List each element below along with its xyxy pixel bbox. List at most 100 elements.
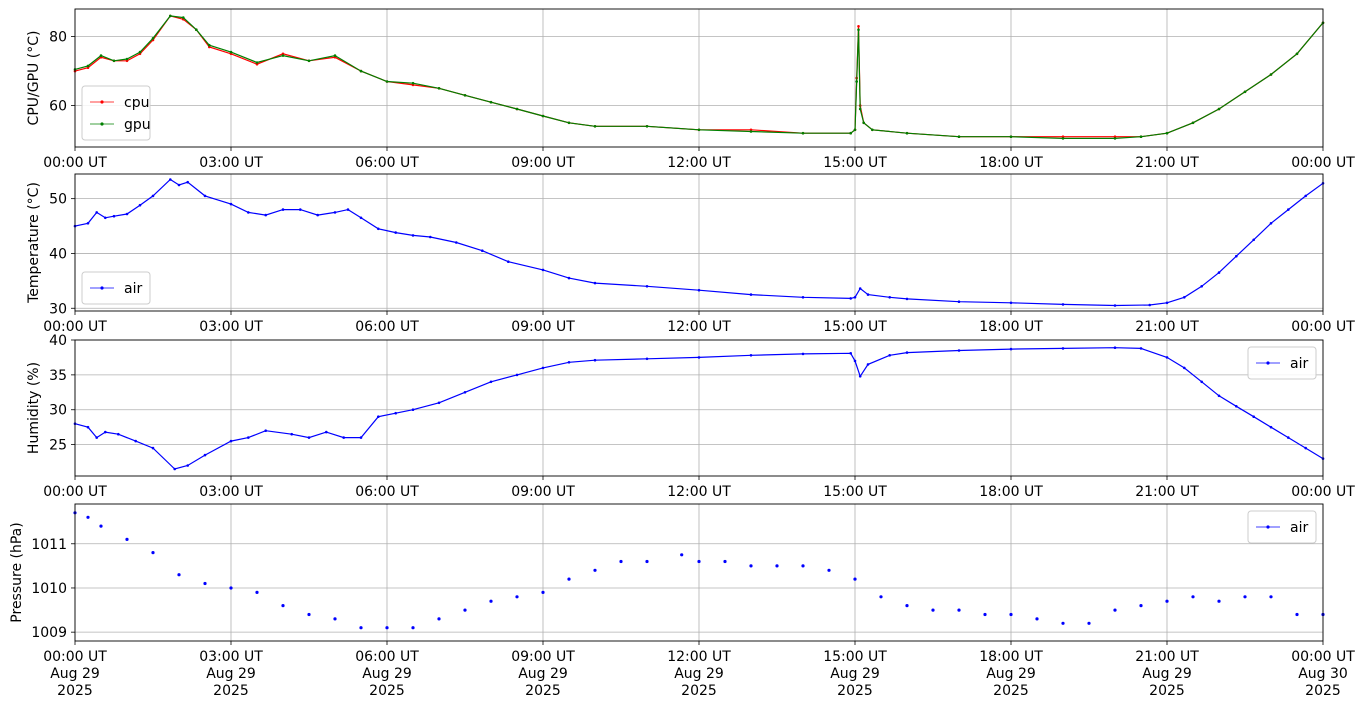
data-point [429, 235, 432, 239]
data-point [208, 45, 211, 49]
x-tick-label: 2025 [213, 683, 249, 699]
data-point [463, 391, 467, 394]
panel-1: 00:00 UT 03:00 UT 06:00 UT 09:00 UT 12:00 UT… [26, 8, 1355, 171]
y-axis-label: Pressure (hPa) [9, 522, 25, 622]
x-tick-label: Aug 29 [830, 666, 880, 682]
data-point [866, 293, 870, 296]
data-point [229, 439, 233, 443]
legend-box [1247, 510, 1317, 544]
data-point [541, 114, 545, 118]
data-point [489, 100, 493, 104]
data-point [697, 288, 701, 292]
data-point [281, 208, 285, 211]
data-point [1243, 595, 1247, 599]
data-point [359, 436, 363, 439]
axes-frame [74, 8, 1324, 148]
data-point [849, 352, 852, 355]
data-point [888, 354, 891, 357]
data-point [203, 453, 207, 457]
x-tick-label: 06:00 UT [355, 484, 419, 500]
data-point [151, 446, 155, 450]
data-point [855, 80, 858, 83]
data-point [104, 430, 107, 434]
data-point [489, 380, 493, 384]
x-tick-label: 09:00 UT [511, 319, 575, 335]
legend-marker [100, 100, 104, 104]
x-tick-label: 12:00 UT [667, 319, 731, 335]
data-point [749, 130, 753, 133]
legend-box [81, 271, 151, 305]
data-point [1217, 107, 1221, 111]
y-tick-label: 1010 [31, 581, 67, 597]
data-point [125, 59, 129, 63]
data-point [1304, 194, 1307, 198]
x-tick-label: Aug 29 [986, 666, 1036, 682]
data-point [541, 268, 545, 272]
data-point [247, 436, 250, 439]
data-point [1113, 346, 1117, 350]
data-point [307, 612, 311, 617]
data-point [853, 296, 857, 299]
data-point [888, 296, 891, 299]
data-point [697, 128, 701, 132]
data-point [567, 276, 571, 280]
data-point [619, 559, 623, 564]
data-point [645, 125, 649, 128]
data-point [151, 194, 155, 198]
data-point [112, 59, 116, 63]
x-tick-label: 00:00 UT [43, 484, 107, 500]
legend-marker [100, 122, 104, 126]
data-point [541, 590, 545, 595]
data-point [1009, 612, 1013, 617]
data-point [593, 358, 597, 362]
legend-box [1247, 346, 1317, 380]
data-point [1183, 366, 1186, 370]
x-tick-label: 00:00 UT [43, 319, 107, 335]
x-tick-label: 21:00 UT [1135, 649, 1199, 665]
data-point [229, 50, 233, 54]
x-tick-label: 21:00 UT [1135, 319, 1199, 335]
data-point [593, 281, 597, 285]
x-tick-label: 15:00 UT [823, 484, 887, 500]
x-tick-label: 06:00 UT [355, 649, 419, 665]
data-point [1269, 73, 1273, 76]
x-tick-label: 18:00 UT [979, 649, 1043, 665]
data-point [1217, 394, 1221, 398]
legend: air [1247, 510, 1317, 544]
x-tick-label: 18:00 UT [979, 155, 1043, 171]
data-point [1035, 617, 1039, 621]
data-point [1269, 595, 1273, 599]
x-tick-label: 00:00 UT [1291, 155, 1355, 171]
data-point [1165, 131, 1169, 135]
data-point [411, 626, 415, 630]
data-point [86, 515, 90, 519]
legend: cpu gpu [81, 85, 151, 141]
data-point [871, 128, 874, 132]
x-tick-label: 03:00 UT [199, 155, 263, 171]
data-point [849, 297, 852, 300]
data-point [515, 107, 519, 111]
data-point [1061, 347, 1065, 350]
data-point [333, 211, 337, 214]
x-tick-label: 21:00 UT [1135, 155, 1199, 171]
data-point [255, 61, 259, 64]
data-point [1165, 599, 1169, 603]
legend-marker [100, 286, 104, 290]
data-point [879, 595, 883, 599]
data-point [125, 537, 129, 542]
data-point [411, 234, 415, 237]
x-tick-label: 18:00 UT [979, 319, 1043, 335]
x-tick-label: 00:00 UT [43, 649, 107, 665]
x-tick-label: 2025 [57, 683, 93, 699]
data-point [801, 296, 805, 299]
data-point [134, 439, 137, 443]
data-point [117, 432, 120, 436]
data-point [125, 57, 129, 61]
data-point [186, 464, 189, 467]
data-point [645, 285, 649, 288]
axes-frame [74, 173, 1324, 312]
data-point [195, 28, 198, 32]
data-point [177, 183, 181, 187]
data-point [1243, 90, 1247, 94]
